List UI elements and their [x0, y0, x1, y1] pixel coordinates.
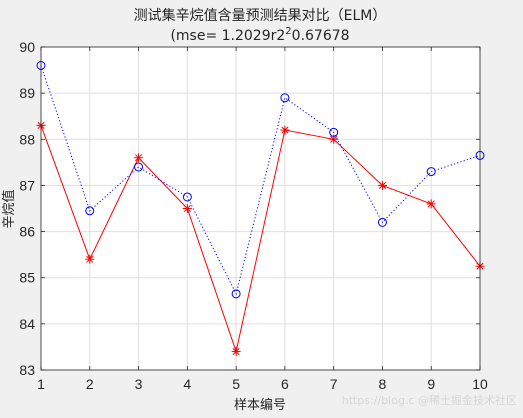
data-point-circle [85, 206, 95, 216]
watermark: https://blog.c @稀土掘金技术社区 [342, 393, 517, 407]
x-tick-label: 10 [472, 376, 488, 392]
y-tick-label: 85 [19, 270, 35, 286]
subtitle-main: (mse= 1.2029r2 [170, 28, 285, 44]
x-tick-label: 1 [37, 376, 45, 392]
x-tick-label: 7 [330, 376, 338, 392]
data-point-circle [182, 192, 192, 202]
subtitle-tail: 0.67678 [292, 28, 350, 44]
data-point-star [231, 347, 241, 357]
y-tick-label: 88 [19, 131, 35, 147]
data-point-star [426, 199, 436, 209]
x-tick-label: 6 [281, 376, 289, 392]
plot-area [41, 47, 480, 370]
y-tick-label: 83 [19, 362, 35, 378]
y-tick-label: 90 [19, 39, 35, 55]
x-tick-label: 8 [379, 376, 387, 392]
chart-title: 测试集辛烷值含量预测结果对比（ELM） [134, 7, 387, 24]
data-point-star [134, 153, 144, 163]
data-point-star [280, 125, 290, 135]
data-point-circle [329, 127, 339, 137]
subtitle-superscript: 2 [285, 26, 291, 37]
series-line-1 [40, 125, 481, 354]
data-point-star [85, 254, 95, 264]
data-point-circle [134, 162, 144, 172]
x-tick-label: 4 [183, 376, 191, 392]
x-tick-label: 5 [232, 376, 240, 392]
x-axis-label: 样本编号 [234, 398, 286, 413]
data-point-star [182, 204, 192, 213]
data-point-circle [377, 217, 387, 227]
data-point-circle [426, 167, 436, 177]
y-tick-label: 89 [19, 85, 35, 101]
x-tick-label: 3 [135, 376, 143, 392]
y-tick-label: 87 [19, 177, 35, 193]
x-tick-label: 9 [427, 376, 435, 392]
y-axis-label: 辛烷值 [1, 189, 17, 228]
y-tick-label: 86 [19, 224, 35, 240]
data-point-star [329, 134, 339, 144]
x-tick-label: 2 [86, 376, 94, 392]
plot-frame [40, 46, 481, 371]
data-point-circle [231, 289, 241, 299]
y-tick-label: 84 [19, 316, 35, 332]
data-point-circle [280, 93, 290, 103]
chart-subtitle: (mse= 1.2029r220.67678 [170, 26, 349, 44]
data-point-star [377, 180, 387, 190]
